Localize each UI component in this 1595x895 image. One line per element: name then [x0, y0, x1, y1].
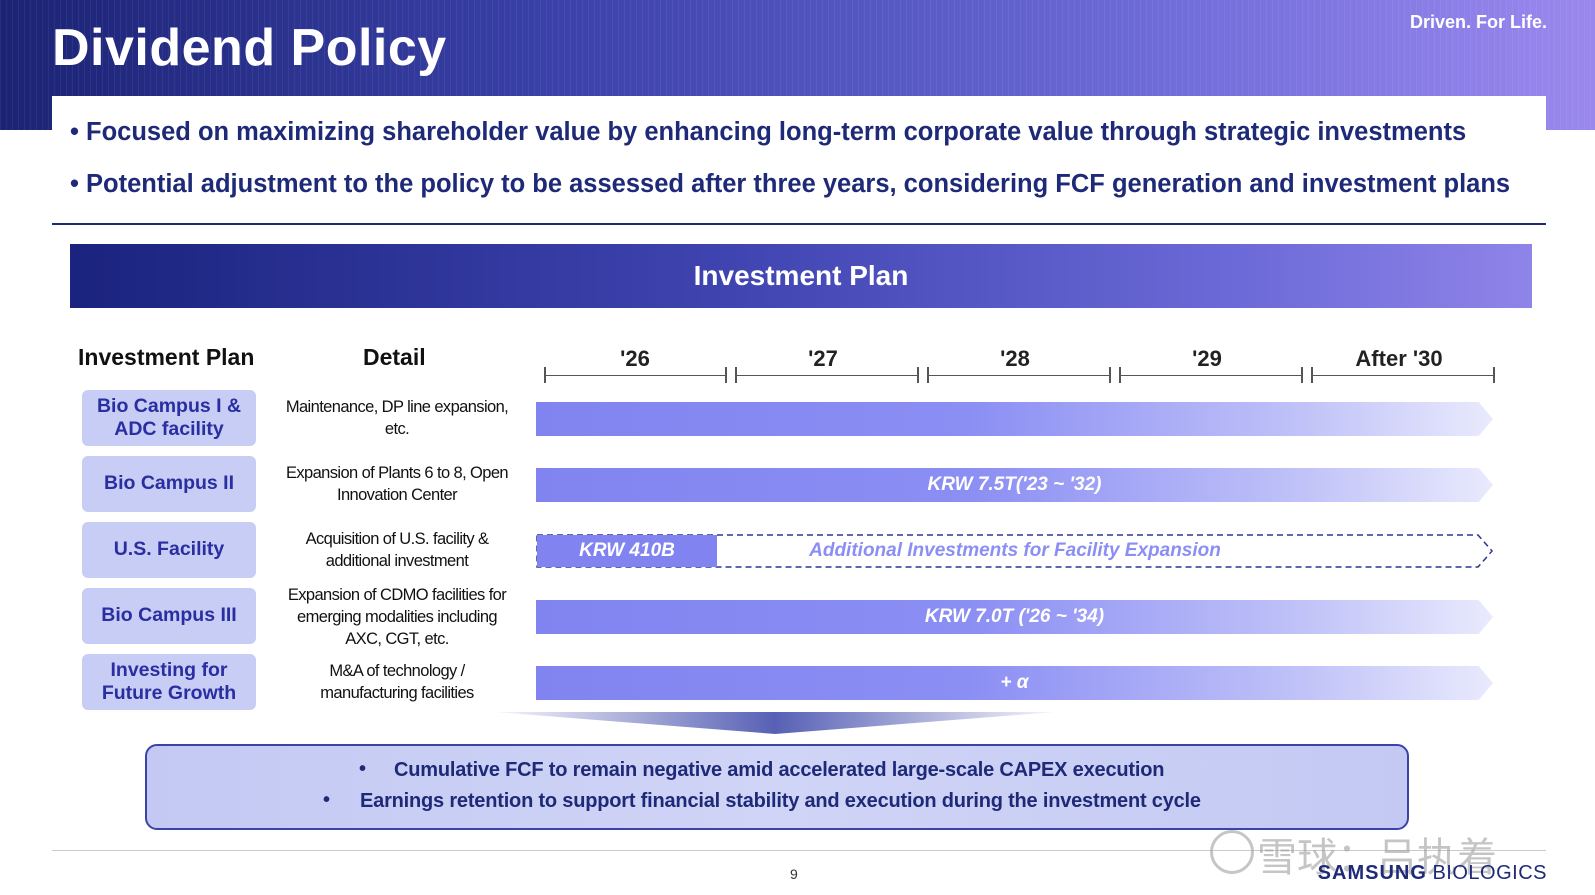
- page-title: Dividend Policy: [52, 19, 447, 77]
- timeline-label-29: '29: [1192, 346, 1222, 371]
- bar-bio-campus-1: [536, 402, 1493, 436]
- timeline-label-26: '26: [620, 346, 650, 371]
- detail-future-growth: M&A of technology / manufacturing facili…: [320, 661, 474, 702]
- summary-line-2: Earnings retention to support financial …: [360, 790, 1201, 812]
- bar-us-facility-additional: Additional Investments for Facility Expa…: [809, 540, 1221, 561]
- footer-divider: [52, 850, 1546, 851]
- summary-box: • Cumulative FCF to remain negative amid…: [145, 744, 1409, 830]
- column-header-plan: Investment Plan: [78, 344, 255, 370]
- timeline-label-after-30: After '30: [1355, 346, 1443, 371]
- detail-bio-campus-3: Expansion of CDMO facilities for emergin…: [287, 585, 507, 649]
- divider: [52, 223, 1546, 225]
- timeline-tick: [927, 367, 929, 383]
- bar-us-facility-outline: [536, 534, 1493, 568]
- brand-logo: SAMSUNG BIOLOGICS: [1318, 862, 1547, 885]
- plan-box-bio-campus-1: Bio Campus I & ADC facility: [82, 390, 256, 446]
- investment-plan-banner: Investment Plan: [70, 244, 1532, 308]
- timeline-segment: [1120, 375, 1302, 376]
- plan-box-bio-campus-2: Bio Campus II: [82, 456, 256, 512]
- bullet-panel: [52, 96, 1546, 222]
- summary-bullet-dot: •: [323, 789, 331, 811]
- timeline-segment: [928, 375, 1110, 376]
- timeline-tick: [1109, 367, 1111, 383]
- watermark-logo-icon: [1210, 830, 1254, 874]
- timeline-segment: [544, 375, 726, 376]
- brand-samsung: SAMSUNG: [1317, 862, 1427, 884]
- timeline-tick: [1311, 367, 1313, 383]
- bullet-2: • Potential adjustment to the policy to …: [70, 170, 1511, 198]
- summary-bullet-dot: •: [359, 758, 367, 780]
- watermark: 雪球：吕执着: [1257, 835, 1497, 881]
- timeline-tick: [725, 367, 727, 383]
- plan-box-future-growth: Investing for Future Growth: [82, 654, 256, 710]
- bar-future-growth: + α: [536, 666, 1493, 700]
- timeline-label-28: '28: [1000, 346, 1030, 371]
- detail-bio-campus-1: Maintenance, DP line expansion, etc.: [285, 397, 509, 438]
- bar-bio-campus-3: KRW 7.0T ('26 ~ '34): [536, 600, 1493, 634]
- timeline-tick: [544, 367, 546, 383]
- column-header-detail: Detail: [363, 344, 426, 370]
- timeline-tick: [1301, 367, 1303, 383]
- summary-line-1: Cumulative FCF to remain negative amid a…: [394, 759, 1165, 781]
- bar-us-facility-krw: KRW 410B: [537, 535, 717, 567]
- timeline-label-27: '27: [808, 346, 838, 371]
- plan-box-us-facility: U.S. Facility: [82, 522, 256, 578]
- timeline-segment: [1312, 375, 1494, 376]
- plan-box-bio-campus-3: Bio Campus III: [82, 588, 256, 644]
- timeline-segment: [736, 375, 918, 376]
- brand-biologics: BIOLOGICS: [1432, 862, 1547, 884]
- tagline: Driven. For Life.: [1409, 12, 1547, 32]
- timeline-tick: [917, 367, 919, 383]
- bullet-1: • Focused on maximizing shareholder valu…: [70, 118, 1467, 146]
- timeline-tick: [735, 367, 737, 383]
- timeline-tick: [1493, 367, 1495, 383]
- detail-us-facility: Acquisition of U.S. facility & additiona…: [305, 529, 489, 570]
- detail-bio-campus-2: Expansion of Plants 6 to 8, Open Innovat…: [285, 463, 509, 504]
- bar-bio-campus-2: KRW 7.5T('23 ~ '32): [536, 468, 1493, 502]
- page-number: 9: [790, 866, 798, 882]
- down-arrow-icon: [495, 712, 1055, 734]
- timeline-tick: [1119, 367, 1121, 383]
